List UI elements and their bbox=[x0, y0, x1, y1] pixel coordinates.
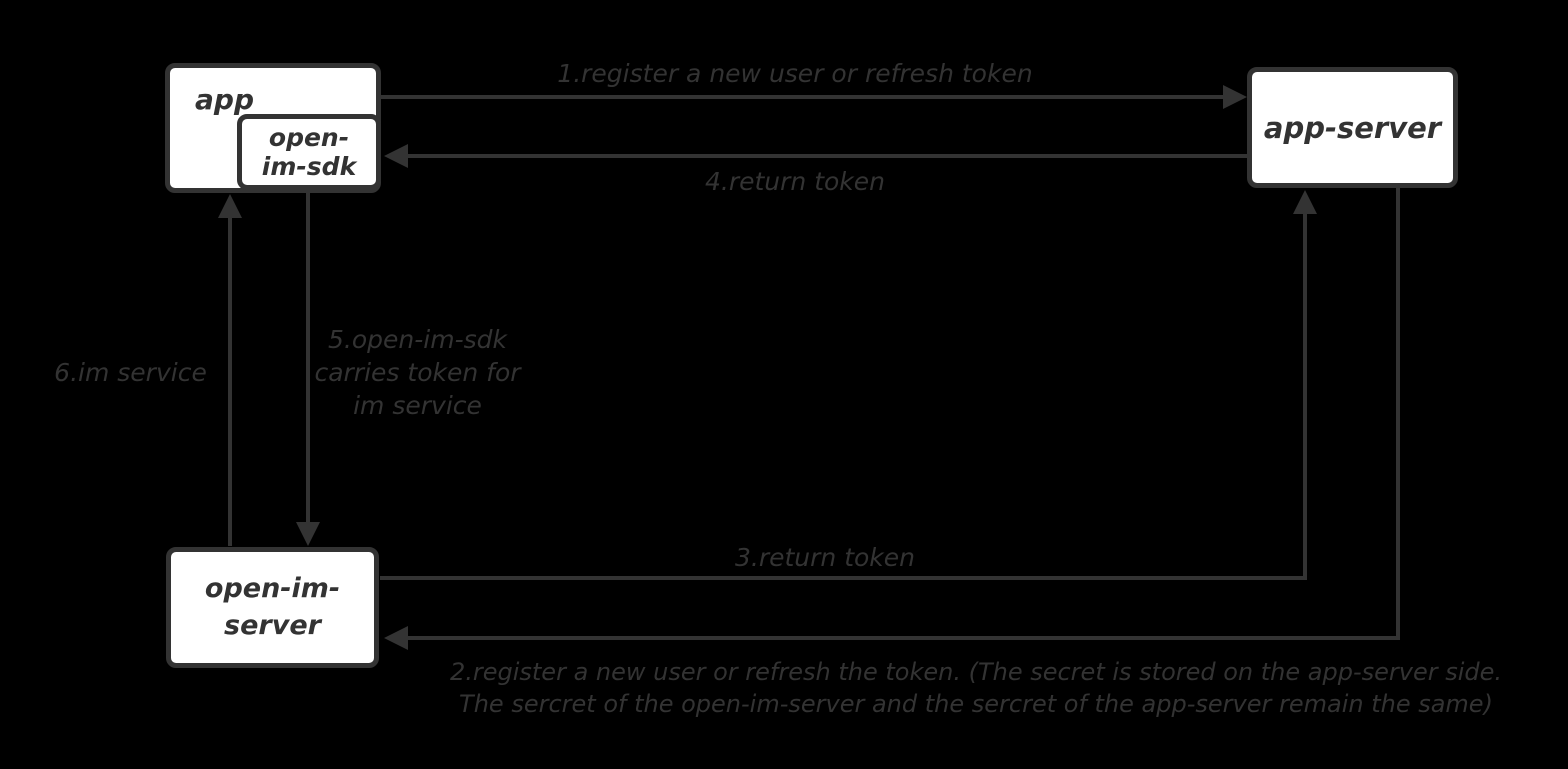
edge-2-arrowhead-icon bbox=[384, 626, 408, 650]
edge-4-label: 4.return token bbox=[704, 167, 886, 196]
node-app-server-label: app-server bbox=[1263, 110, 1442, 145]
node-open-im-server-label: open-im- server bbox=[204, 573, 341, 641]
edge-1-connector bbox=[381, 85, 1247, 109]
edge-1-label: 1.register a new user or refresh token bbox=[557, 59, 1033, 88]
edge-2-label: 2.register a new user or refresh the tok… bbox=[449, 658, 1503, 719]
edge-3-connector bbox=[380, 190, 1317, 580]
edge-3-label: 3.return token bbox=[734, 543, 916, 572]
edge-5-connector bbox=[296, 190, 320, 546]
edge-3-arrowhead-icon bbox=[1293, 190, 1317, 214]
edge-6-connector bbox=[218, 194, 242, 546]
edge-6-label: 6.im service bbox=[54, 358, 207, 387]
node-open-im-sdk-label: open- im-sdk bbox=[261, 122, 357, 182]
edge-2-connector bbox=[384, 188, 1400, 650]
node-app-server: app-server bbox=[1247, 67, 1458, 188]
edge-5-label: 5.open-im-sdk carries token for im servi… bbox=[314, 325, 521, 420]
edge-1-arrowhead-icon bbox=[1223, 85, 1247, 109]
edge-3-line bbox=[380, 213, 1307, 580]
edge-4-arrowhead-icon bbox=[384, 144, 408, 168]
edge-6-arrowhead-icon bbox=[218, 194, 242, 218]
node-app-label: app bbox=[195, 83, 254, 116]
edge-4-connector bbox=[384, 144, 1247, 168]
edge-2-line bbox=[406, 188, 1400, 640]
node-open-im-sdk: open- im-sdk bbox=[237, 114, 381, 190]
node-open-im-server: open-im- server bbox=[166, 547, 379, 668]
edge-5-arrowhead-icon bbox=[296, 522, 320, 546]
